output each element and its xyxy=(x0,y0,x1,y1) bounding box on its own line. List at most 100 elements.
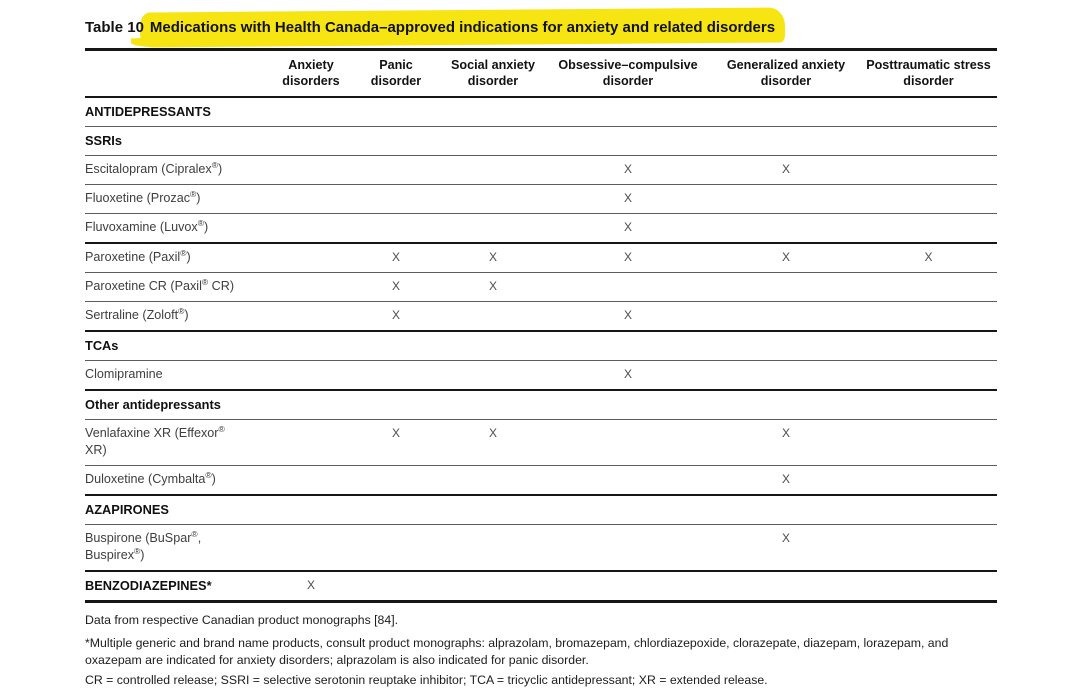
table-row-venlafaxine-xr: Venlafaxine XR (Effexor® XR) X X X xyxy=(85,419,997,466)
mark-cell xyxy=(272,242,350,273)
mark-cell xyxy=(860,419,997,466)
mark-cell: X xyxy=(712,155,860,185)
section-row-benzodiazepines: BENZODIAZEPINES* X xyxy=(85,570,997,603)
mark-cell: X xyxy=(442,242,544,273)
mark-cell xyxy=(860,126,997,156)
mark-cell xyxy=(712,184,860,214)
drug-name: Escitalopram (Cipralex®) xyxy=(85,155,272,185)
section-row-azapirones: AZAPIRONES xyxy=(85,494,997,525)
mark-cell xyxy=(272,524,350,571)
column-header-line: disorder xyxy=(602,74,654,88)
drug-name-text: Paroxetine CR (Paxil xyxy=(85,279,202,293)
drug-name: Paroxetine (Paxil®) xyxy=(85,242,272,273)
mark-cell xyxy=(712,494,860,525)
column-header-line: disorders xyxy=(282,74,340,88)
column-header-social-anxiety: Social anxiety disorder xyxy=(442,48,544,98)
drug-name-text: Fluvoxamine (Luvox xyxy=(85,220,198,234)
mark-cell: X xyxy=(350,242,442,273)
mark-cell: X xyxy=(350,419,442,466)
mark-cell xyxy=(272,126,350,156)
mark-cell xyxy=(860,213,997,243)
drug-name-text: , xyxy=(197,531,202,545)
mark-cell xyxy=(272,155,350,185)
mark-cell xyxy=(442,570,544,603)
mark-cell xyxy=(442,184,544,214)
table-row-sertraline: Sertraline (Zoloft®) X X xyxy=(85,301,997,331)
mark-cell xyxy=(860,570,997,603)
mark-cell xyxy=(712,330,860,361)
drug-name-text: XR) xyxy=(85,443,107,457)
mark-cell xyxy=(350,126,442,156)
column-header-anxiety: Anxiety disorders xyxy=(272,48,350,98)
mark-cell xyxy=(442,96,544,127)
mark-cell: X xyxy=(442,419,544,466)
mark-cell xyxy=(442,524,544,571)
drug-name: Fluoxetine (Prozac®) xyxy=(85,184,272,214)
drug-name: Buspirone (BuSpar®, Buspirex®) xyxy=(85,524,272,571)
drug-name: Duloxetine (Cymbalta®) xyxy=(85,465,272,495)
drug-name-text: Escitalopram (Cipralex xyxy=(85,162,212,176)
mark-cell: X xyxy=(544,242,712,273)
mark-cell xyxy=(442,389,544,420)
drug-name-text: ) xyxy=(186,250,191,264)
table-row-duloxetine: Duloxetine (Cymbalta®) X xyxy=(85,465,997,495)
section-row-ssris: SSRIs xyxy=(85,126,997,156)
mark-cell xyxy=(350,570,442,603)
drug-name-text: ) xyxy=(211,472,216,486)
mark-cell xyxy=(544,389,712,420)
drug-name-text: Buspirex xyxy=(85,548,134,562)
section-label: SSRIs xyxy=(85,126,272,156)
mark-cell xyxy=(442,330,544,361)
mark-cell: X xyxy=(350,272,442,302)
mark-cell xyxy=(272,494,350,525)
mark-cell xyxy=(860,96,997,127)
mark-cell xyxy=(350,465,442,495)
mark-cell xyxy=(272,96,350,127)
mark-cell xyxy=(350,360,442,390)
mark-cell: X xyxy=(544,213,712,243)
registered-mark: ® xyxy=(211,159,218,170)
registered-mark: ® xyxy=(191,528,198,539)
column-header-ptsd: Posttraumatic stress disorder xyxy=(860,48,997,98)
drug-name: Sertraline (Zoloft®) xyxy=(85,301,272,331)
mark-cell xyxy=(860,272,997,302)
highlight-mark: Medications with Health Canada–approved … xyxy=(147,18,780,38)
section-label: TCAs xyxy=(85,330,272,361)
mark-cell xyxy=(544,465,712,495)
mark-cell: X xyxy=(712,465,860,495)
drug-name-text: Duloxetine (Cymbalta xyxy=(85,472,206,486)
mark-cell: X xyxy=(350,301,442,331)
column-header-line: disorder xyxy=(760,74,812,88)
mark-cell xyxy=(442,301,544,331)
mark-cell xyxy=(544,570,712,603)
mark-cell xyxy=(712,213,860,243)
column-header-line: disorder xyxy=(903,74,954,88)
mark-cell xyxy=(544,330,712,361)
column-header-line: Anxiety xyxy=(288,58,334,72)
mark-cell xyxy=(272,184,350,214)
table-row-buspirone: Buspirone (BuSpar®, Buspirex®) X xyxy=(85,524,997,571)
section-label: BENZODIAZEPINES* xyxy=(85,570,272,603)
drug-name-text: ) xyxy=(196,191,201,205)
section-label: ANTIDEPRESSANTS xyxy=(85,96,272,127)
mark-cell: X xyxy=(544,360,712,390)
registered-mark: ® xyxy=(134,545,141,556)
drug-column-header xyxy=(85,48,272,98)
mark-cell xyxy=(272,465,350,495)
medications-table: Anxiety disorders Panic disorder Social an… xyxy=(85,48,997,603)
mark-cell xyxy=(442,213,544,243)
table-row-escitalopram: Escitalopram (Cipralex®) X X xyxy=(85,155,997,185)
mark-cell xyxy=(272,301,350,331)
column-header-line: disorder xyxy=(467,74,519,88)
drug-name-text: ) xyxy=(184,308,189,322)
mark-cell xyxy=(350,184,442,214)
mark-cell xyxy=(350,155,442,185)
mark-cell: X xyxy=(272,570,350,603)
mark-cell xyxy=(350,330,442,361)
mark-cell: X xyxy=(712,242,860,273)
table-title: Table 10 Medications with Health Canada–a… xyxy=(85,18,997,38)
table-row-paroxetine-cr: Paroxetine CR (Paxil® CR) X X xyxy=(85,272,997,302)
mark-cell xyxy=(442,465,544,495)
mark-cell xyxy=(712,570,860,603)
drug-name-text: Venlafaxine XR (Effexor xyxy=(85,426,219,440)
